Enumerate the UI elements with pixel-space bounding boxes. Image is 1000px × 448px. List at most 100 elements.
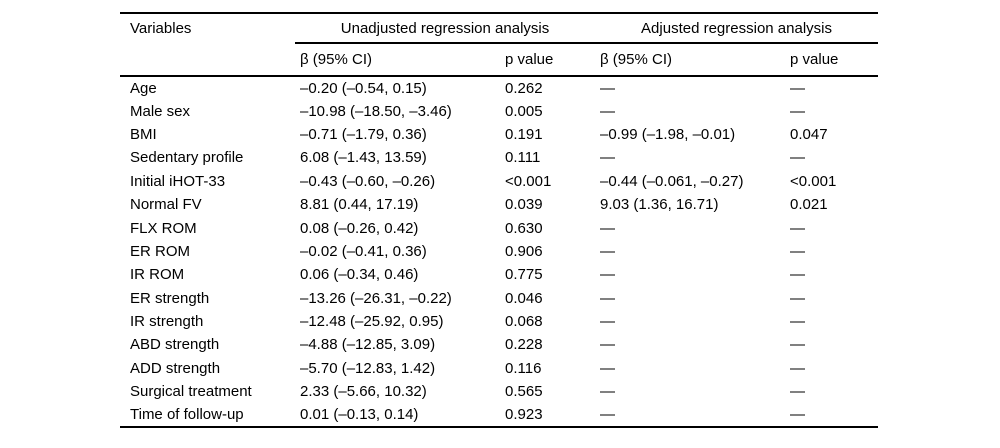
adjusted-p-value-cell: — (790, 266, 806, 284)
adjusted-beta-ci-cell: –0.99 (–1.98, –0.01) (600, 125, 736, 143)
unadjusted-beta-ci-cell: –0.71 (–1.79, 0.36) (300, 125, 427, 143)
variable-cell: Male sex (130, 102, 191, 120)
variable-cell: ABD strength (130, 336, 220, 354)
variable-cell: Normal FV (130, 196, 202, 214)
unadjusted-p-value-cell: 0.191 (505, 125, 543, 143)
unadjusted-beta-ci-cell: 0.06 (–0.34, 0.46) (300, 266, 419, 284)
sub-header-row: β (95% CI) p value β (95% CI) p value (120, 43, 879, 77)
unadjusted-beta-ci-cell: 6.08 (–1.43, 13.59) (300, 149, 427, 167)
adjusted-p-value-cell: <0.001 (790, 172, 837, 190)
unadjusted-beta-ci-cell: –0.02 (–0.41, 0.36) (300, 242, 427, 260)
table-row: ABD strength –4.88 (–12.85, 3.09) 0.228 — — (120, 333, 878, 356)
unadjusted-group-header: Unadjusted regression analysis (295, 13, 596, 44)
unadjusted-p-value-cell: 0.630 (505, 219, 543, 237)
variable-cell: BMI (130, 125, 157, 143)
adjusted-beta-ci-cell: — (600, 219, 616, 237)
adjusted-p-value-cell: — (790, 79, 806, 97)
adjusted-beta-ci-cell: –0.44 (–0.061, –0.27) (600, 172, 744, 190)
adjusted-p-value-cell: — (790, 149, 806, 167)
table-row: Sedentary profile 6.08 (–1.43, 13.59) 0.11… (120, 146, 878, 169)
table-row: IR strength –12.48 (–25.92, 0.95) 0.068 — — (120, 310, 878, 333)
unadjusted-beta-ci-header: β (95% CI) (295, 43, 500, 77)
variable-cell: Age (130, 79, 157, 97)
unadjusted-p-value-cell: 0.906 (505, 242, 543, 260)
unadjusted-p-value-cell: 0.046 (505, 289, 543, 307)
adjusted-beta-ci-cell: — (600, 406, 616, 424)
table-row: Normal FV 8.81 (0.44, 17.19) 0.039 9.03 (1.… (120, 193, 878, 216)
variable-cell: IR strength (130, 313, 204, 331)
adjusted-p-value-cell: — (790, 383, 806, 401)
unadjusted-p-value-cell: 0.565 (505, 383, 543, 401)
unadjusted-beta-ci-cell: –4.88 (–12.85, 3.09) (300, 336, 436, 354)
adjusted-beta-ci-cell: — (600, 102, 616, 120)
table-row: Time of follow-up 0.01 (–0.13, 0.14) 0.923… (120, 403, 878, 426)
unadjusted-beta-ci-cell: 0.01 (–0.13, 0.14) (300, 406, 419, 424)
variable-cell: ER ROM (130, 242, 190, 260)
table-header: Variables Unadjusted regression analysis… (120, 13, 879, 77)
table-body: Age –0.20 (–0.54, 0.15) 0.262 — — Male sex –10… (120, 76, 878, 427)
table-row: ADD strength –5.70 (–12.83, 1.42) 0.116 — — (120, 357, 878, 380)
adjusted-p-value-cell: 0.021 (790, 196, 828, 214)
adjusted-p-value-cell: — (790, 359, 806, 377)
adjusted-beta-ci-cell: — (600, 79, 616, 97)
adjusted-beta-ci-cell: — (600, 266, 616, 284)
unadjusted-beta-ci-cell: –0.20 (–0.54, 0.15) (300, 79, 427, 97)
unadjusted-p-value-cell: 0.262 (505, 79, 543, 97)
unadjusted-p-value-cell: <0.001 (505, 172, 552, 190)
adjusted-beta-ci-cell: — (600, 149, 616, 167)
unadjusted-p-value-cell: 0.116 (505, 359, 542, 377)
unadjusted-p-value-cell: 0.005 (505, 102, 543, 120)
table-row: BMI –0.71 (–1.79, 0.36) 0.191 –0.99 (–1.98,… (120, 123, 878, 146)
adjusted-group-header: Adjusted regression analysis (595, 13, 879, 44)
adjusted-beta-ci-cell: 9.03 (1.36, 16.71) (600, 196, 719, 214)
adjusted-p-value-cell: — (790, 336, 806, 354)
adjusted-p-value-cell: — (790, 289, 806, 307)
adjusted-beta-ci-cell: — (600, 336, 616, 354)
variable-cell: Initial iHOT-33 (130, 172, 226, 190)
adjusted-p-value-header: p value (785, 43, 879, 77)
adjusted-beta-ci-cell: — (600, 383, 616, 401)
unadjusted-beta-ci-cell: –10.98 (–18.50, –3.46) (300, 102, 452, 120)
unadjusted-beta-ci-cell: 0.08 (–0.26, 0.42) (300, 219, 419, 237)
table-row: ER strength –13.26 (–26.31, –0.22) 0.046 — — (120, 287, 878, 310)
table-row: ER ROM –0.02 (–0.41, 0.36) 0.906 — — (120, 240, 878, 263)
table-row: FLX ROM 0.08 (–0.26, 0.42) 0.630 — — (120, 216, 878, 239)
variable-cell: FLX ROM (130, 219, 197, 237)
unadjusted-beta-ci-cell: 2.33 (–5.66, 10.32) (300, 383, 427, 401)
variable-cell: Time of follow-up (130, 406, 244, 424)
variables-column-header: Variables (130, 20, 192, 37)
unadjusted-p-value-cell: 0.228 (505, 336, 543, 354)
unadjusted-beta-ci-cell: –12.48 (–25.92, 0.95) (300, 313, 444, 331)
adjusted-beta-ci-cell: — (600, 242, 616, 260)
unadjusted-beta-ci-cell: 8.81 (0.44, 17.19) (300, 196, 419, 214)
adjusted-beta-ci-header: β (95% CI) (595, 43, 786, 77)
adjusted-p-value-cell: — (790, 313, 806, 331)
adjusted-beta-ci-cell: — (600, 289, 616, 307)
variable-cell: IR ROM (130, 266, 185, 284)
unadjusted-p-value-header: p value (500, 43, 596, 77)
regression-results-table: Variables Unadjusted regression analysis… (120, 12, 879, 428)
unadjusted-p-value-cell: 0.068 (505, 313, 543, 331)
table-row: Male sex –10.98 (–18.50, –3.46) 0.005 — — (120, 99, 878, 122)
table-row: Age –0.20 (–0.54, 0.15) 0.262 — — (120, 76, 878, 99)
unadjusted-p-value-cell: 0.111 (505, 149, 541, 167)
table-row: Surgical treatment 2.33 (–5.66, 10.32) 0.5… (120, 380, 878, 403)
unadjusted-p-value-cell: 0.039 (505, 196, 543, 214)
table-row: IR ROM 0.06 (–0.34, 0.46) 0.775 — — (120, 263, 878, 286)
adjusted-beta-ci-cell: — (600, 359, 616, 377)
group-header-row: Variables Unadjusted regression analysis… (120, 13, 879, 44)
unadjusted-beta-ci-cell: –0.43 (–0.60, –0.26) (300, 172, 436, 190)
adjusted-p-value-cell: — (790, 406, 806, 424)
variable-cell: Surgical treatment (130, 383, 252, 401)
table-row: Initial iHOT-33 –0.43 (–0.60, –0.26) <0.00… (120, 170, 878, 193)
unadjusted-p-value-cell: 0.923 (505, 406, 543, 424)
unadjusted-beta-ci-cell: –5.70 (–12.83, 1.42) (300, 359, 436, 377)
adjusted-p-value-cell: — (790, 242, 806, 260)
variable-cell: ER strength (130, 289, 210, 307)
unadjusted-p-value-cell: 0.775 (505, 266, 543, 284)
unadjusted-beta-ci-cell: –13.26 (–26.31, –0.22) (300, 289, 452, 307)
empty-header-cell (120, 43, 295, 77)
adjusted-p-value-cell: — (790, 102, 806, 120)
adjusted-p-value-cell: 0.047 (790, 125, 828, 143)
